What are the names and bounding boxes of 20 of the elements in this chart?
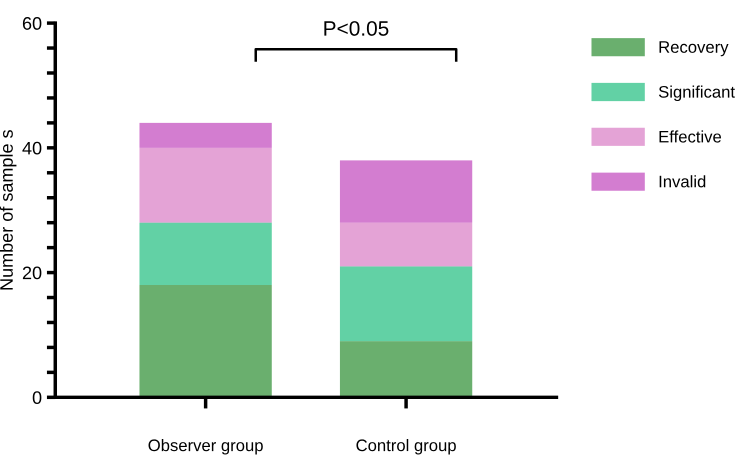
bar bbox=[139, 222, 272, 286]
bar bbox=[139, 122, 272, 148]
x-tick-label: Observer group bbox=[148, 438, 263, 455]
annotation: P<0.05 bbox=[324, 21, 388, 36]
y-axis-title: Number of sample s bbox=[0, 130, 16, 290]
bar bbox=[139, 148, 272, 223]
bar bbox=[340, 160, 472, 223]
bar bbox=[340, 341, 472, 398]
legend-label: Significant bbox=[658, 86, 735, 102]
legend-label: Invalid bbox=[660, 175, 706, 188]
legend-label: Effective bbox=[660, 130, 722, 143]
y-tick-label: 20 bbox=[22, 266, 42, 280]
y-tick-label: 40 bbox=[22, 142, 42, 155]
legend-label: Recovery bbox=[660, 41, 729, 56]
bar bbox=[340, 266, 472, 342]
x-tick-label: Control group bbox=[356, 438, 456, 455]
bar bbox=[340, 222, 472, 266]
y-tick-label: 0 bbox=[32, 391, 42, 404]
y-tick-label: 60 bbox=[22, 17, 42, 30]
bar bbox=[139, 285, 272, 398]
